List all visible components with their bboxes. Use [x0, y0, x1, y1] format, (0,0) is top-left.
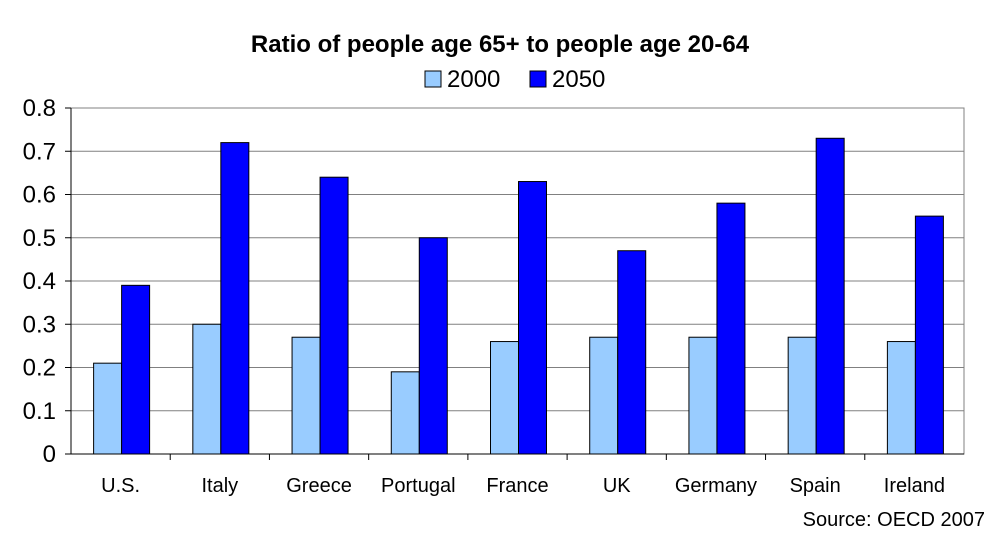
bar-2050-spain	[815, 137, 845, 455]
y-axis-ticks: 0 0.1 0.2 0.3 0.4 0.5 0.6 0.7 0.8	[23, 95, 71, 468]
y-tick-label: 0	[43, 441, 56, 468]
bar-2050-italy	[220, 142, 250, 455]
bar-2000-greece	[291, 336, 321, 455]
bar-2000-italy	[192, 323, 222, 455]
bar-2000-germany	[688, 336, 718, 455]
y-tick-label: 0.5	[23, 225, 56, 252]
bar-2000-portugal	[390, 371, 420, 455]
x-tick-label: France	[486, 475, 548, 497]
legend-label-2050: 2050	[552, 66, 605, 93]
bar-2000-u-s	[93, 362, 123, 455]
y-tick-label: 0.4	[23, 268, 56, 295]
y-tick-label: 0.3	[23, 311, 56, 338]
bar-2000-uk	[589, 336, 619, 455]
bar-2050-portugal	[418, 237, 448, 455]
chart-title: Ratio of people age 65+ to people age 20…	[251, 31, 750, 58]
x-tick-label: Italy	[201, 475, 238, 497]
legend-label-2000: 2000	[447, 66, 500, 93]
x-tick-label: U.S.	[101, 475, 140, 497]
bar-2000-france	[490, 341, 519, 455]
bar-2050-u-s	[121, 284, 151, 455]
x-tick-label: UK	[603, 475, 631, 497]
bar-2000-ireland	[886, 341, 916, 455]
x-axis-ticks: U.S. Italy Greece Portugal France UK Germany Sp…	[101, 454, 945, 497]
legend-swatch-2000	[424, 70, 442, 88]
y-tick-label: 0.1	[23, 398, 56, 425]
y-tick-label: 0.2	[23, 355, 56, 382]
x-tick-label: Spain	[790, 475, 841, 497]
bar-2050-germany	[716, 202, 746, 455]
x-tick-label: Greece	[286, 475, 352, 497]
y-tick-label: 0.6	[23, 182, 56, 209]
bar-2050-greece	[319, 176, 349, 455]
bar-2000-spain	[787, 336, 817, 455]
x-tick-label: Ireland	[884, 475, 945, 497]
x-tick-label: Germany	[675, 475, 757, 497]
x-tick-label: Portugal	[381, 475, 456, 497]
y-tick-label: 0.8	[23, 95, 56, 122]
bars	[93, 137, 944, 455]
bar-2050-france	[518, 181, 547, 455]
source-note: Source: OECD 2007	[803, 509, 985, 531]
bar-2050-ireland	[914, 215, 944, 455]
y-tick-label: 0.7	[23, 138, 56, 165]
legend-swatch-2050	[529, 70, 547, 88]
legend: 2000 2050	[424, 66, 605, 93]
bar-2050-uk	[617, 250, 647, 455]
